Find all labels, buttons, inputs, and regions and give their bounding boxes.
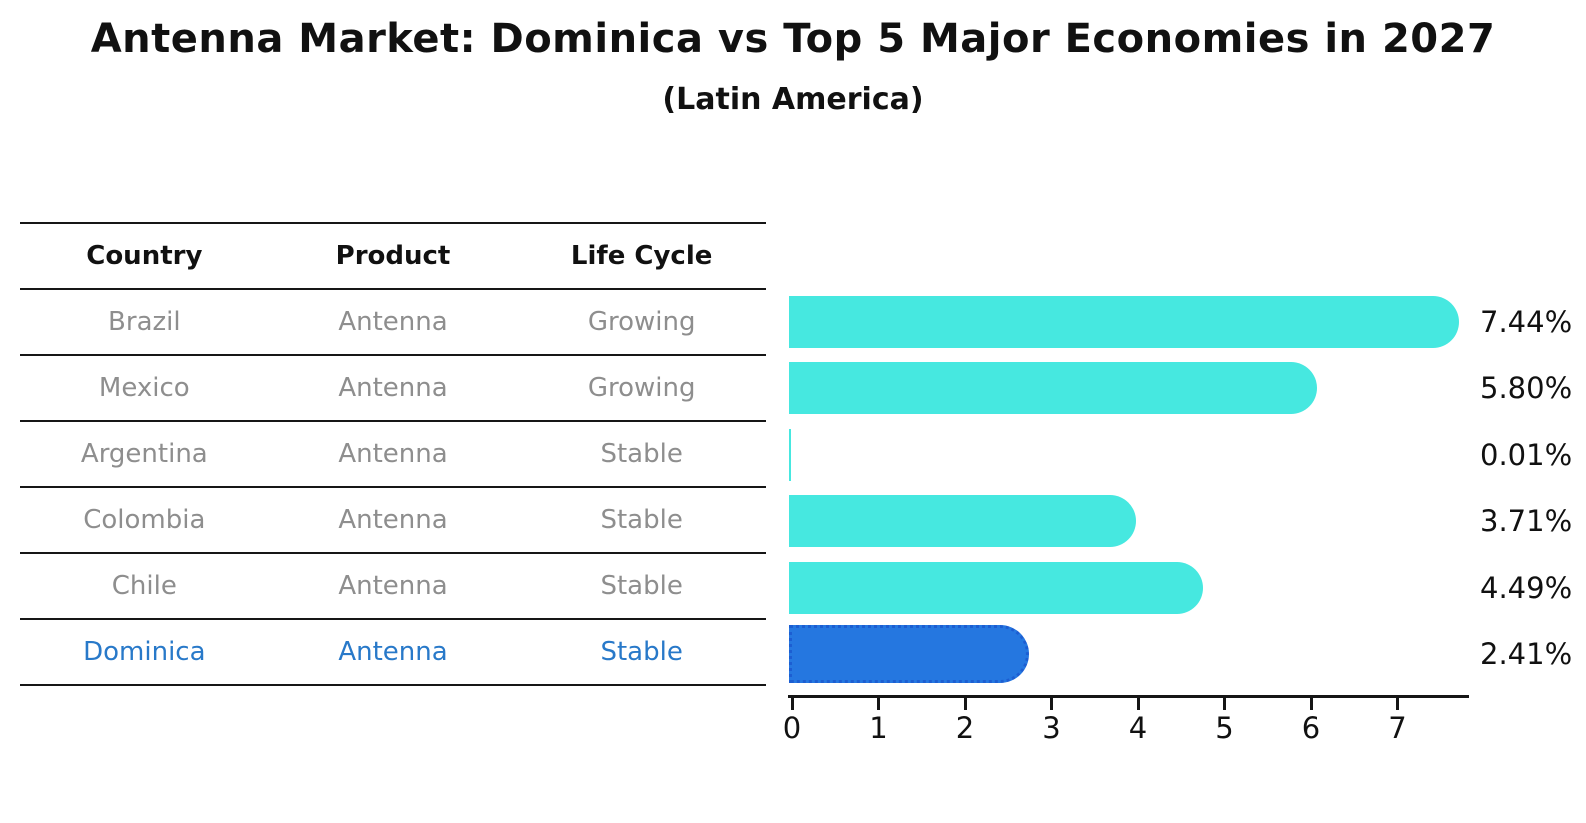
table-cell-life-cycle: Stable — [600, 505, 683, 535]
x-axis-line — [788, 695, 1469, 698]
chart-subtitle: (Latin America) — [662, 82, 924, 117]
x-axis-tick — [790, 698, 794, 710]
table-row: Brazil Antenna Growing — [20, 290, 766, 356]
bar-colombia — [789, 495, 1136, 547]
x-axis-tick — [1136, 698, 1140, 710]
bar-mexico — [789, 362, 1317, 414]
x-axis-tick-label: 7 — [1388, 711, 1407, 745]
x-axis-tick-label: 4 — [1128, 711, 1148, 745]
table-cell-country: Brazil — [108, 307, 181, 337]
x-axis-tick-label: 3 — [1042, 711, 1061, 745]
table-cell-life-cycle: Growing — [587, 373, 696, 403]
table-cell-life-cycle: Stable — [600, 571, 683, 601]
table-body: Brazil Antenna Growing Mexico Antenna Growing… — [20, 290, 766, 686]
table-header-cell: Country — [86, 241, 203, 271]
table-cell-country: Mexico — [98, 373, 190, 403]
country-table: Country Product Life Cycle Brazil Antenna Gr… — [20, 222, 766, 686]
value-label-dominica: 2.41% — [1480, 637, 1573, 671]
table-cell-product: Antenna — [338, 505, 448, 535]
chart-title: Antenna Market: Dominica vs Top 5 Major … — [90, 16, 1496, 62]
table-cell-country: Dominica — [83, 637, 206, 667]
x-axis-tick-label: 0 — [782, 711, 802, 745]
table-cell-life-cycle: Growing — [587, 307, 696, 337]
table-row: Mexico Antenna Growing — [20, 356, 766, 422]
table-header-cell: Product — [335, 241, 451, 271]
table-cell-product: Antenna — [338, 439, 448, 469]
x-axis-tick — [1223, 698, 1226, 710]
table-header-cell: Life Cycle — [570, 241, 713, 271]
table-cell-life-cycle: Stable — [600, 439, 683, 469]
bar-argentina — [789, 429, 791, 481]
table-cell-product: Antenna — [338, 637, 448, 667]
x-axis-tick — [963, 698, 967, 710]
table-cell-country: Colombia — [83, 505, 206, 535]
value-label-chile: 4.49% — [1480, 571, 1573, 605]
table-cell-country: Chile — [111, 571, 177, 601]
value-label-colombia: 3.71% — [1480, 504, 1573, 538]
table-row: Colombia Antenna Stable — [20, 488, 766, 554]
table-cell-life-cycle: Stable — [600, 637, 683, 667]
x-axis-tick-label: 6 — [1301, 711, 1321, 745]
x-axis-tick — [1309, 698, 1313, 710]
table-row: Argentina Antenna Stable — [20, 422, 766, 488]
x-axis-tick-label: 5 — [1215, 711, 1234, 745]
table-row: Chile Antenna Stable — [20, 554, 766, 620]
table-row: Dominica Antenna Stable — [20, 620, 766, 686]
bar-dominica — [789, 625, 1030, 683]
table-cell-country: Argentina — [80, 439, 208, 469]
bar-brazil — [789, 296, 1459, 348]
value-label-brazil: 7.44% — [1480, 305, 1573, 339]
x-axis-tick — [877, 698, 880, 710]
table-header-row: Country Product Life Cycle — [20, 224, 766, 290]
table-cell-product: Antenna — [338, 307, 448, 337]
x-axis-tick-label: 1 — [869, 711, 888, 745]
x-axis-tick — [1050, 698, 1053, 710]
bar-chile — [789, 562, 1204, 614]
table-cell-product: Antenna — [338, 373, 448, 403]
x-axis-tick-label: 2 — [955, 711, 975, 745]
x-axis-tick — [1396, 698, 1399, 710]
table-cell-product: Antenna — [338, 571, 448, 601]
value-label-argentina: 0.01% — [1480, 438, 1573, 472]
value-label-mexico: 5.80% — [1480, 371, 1573, 405]
